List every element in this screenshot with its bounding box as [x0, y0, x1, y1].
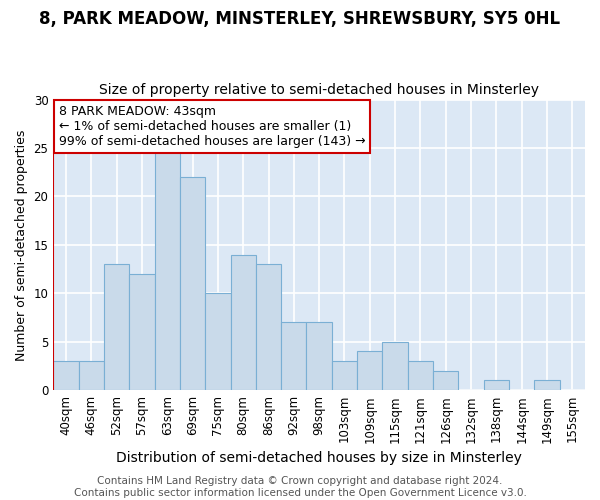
- Bar: [484, 380, 509, 390]
- Text: 8, PARK MEADOW, MINSTERLEY, SHREWSBURY, SY5 0HL: 8, PARK MEADOW, MINSTERLEY, SHREWSBURY, …: [40, 10, 560, 28]
- Bar: [104, 264, 129, 390]
- Title: Size of property relative to semi-detached houses in Minsterley: Size of property relative to semi-detach…: [99, 83, 539, 97]
- X-axis label: Distribution of semi-detached houses by size in Minsterley: Distribution of semi-detached houses by …: [116, 451, 522, 465]
- Y-axis label: Number of semi-detached properties: Number of semi-detached properties: [15, 129, 28, 360]
- Bar: [53, 361, 79, 390]
- Bar: [129, 274, 155, 390]
- Text: Contains HM Land Registry data © Crown copyright and database right 2024.
Contai: Contains HM Land Registry data © Crown c…: [74, 476, 526, 498]
- Bar: [230, 254, 256, 390]
- Bar: [205, 294, 230, 390]
- Bar: [256, 264, 281, 390]
- Bar: [79, 361, 104, 390]
- Bar: [535, 380, 560, 390]
- Bar: [382, 342, 408, 390]
- Bar: [307, 322, 332, 390]
- Bar: [332, 361, 357, 390]
- Bar: [281, 322, 307, 390]
- Bar: [357, 352, 382, 390]
- Text: 8 PARK MEADOW: 43sqm
← 1% of semi-detached houses are smaller (1)
99% of semi-de: 8 PARK MEADOW: 43sqm ← 1% of semi-detach…: [59, 106, 365, 148]
- Bar: [408, 361, 433, 390]
- Bar: [433, 371, 458, 390]
- Bar: [155, 148, 180, 390]
- Bar: [180, 177, 205, 390]
